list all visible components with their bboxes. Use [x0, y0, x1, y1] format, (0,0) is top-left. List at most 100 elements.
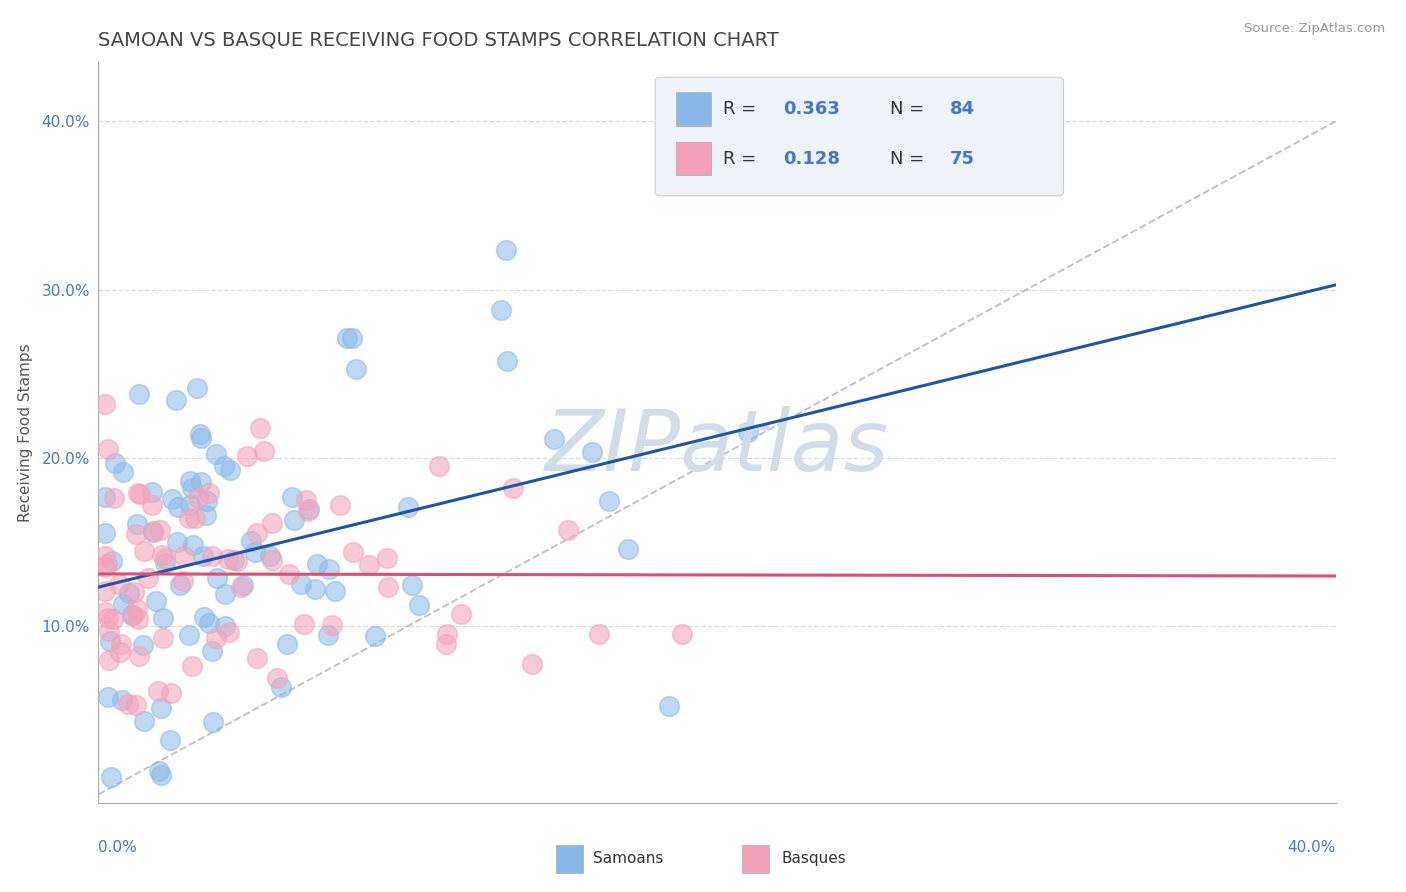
Text: Source: ZipAtlas.com: Source: ZipAtlas.com — [1244, 22, 1385, 36]
Point — [204, 631, 226, 645]
Point — [276, 637, 298, 651]
Text: 0.0%: 0.0% — [98, 840, 138, 855]
Text: 0.128: 0.128 — [783, 150, 839, 168]
Text: ZIPatlas: ZIPatlas — [546, 406, 889, 489]
Point — [111, 693, 134, 707]
Point — [246, 650, 269, 665]
Point — [236, 449, 259, 463]
Point — [121, 607, 143, 622]
Point — [344, 362, 367, 376]
Point — [117, 697, 139, 711]
Point — [179, 498, 201, 512]
Point — [294, 616, 316, 631]
Point — [141, 485, 163, 500]
Point — [281, 490, 304, 504]
Point — [318, 628, 340, 642]
Point — [150, 548, 173, 562]
Point — [401, 578, 423, 592]
Point — [198, 615, 221, 630]
Point — [100, 770, 122, 784]
FancyBboxPatch shape — [742, 845, 769, 873]
Text: N =: N = — [890, 150, 931, 168]
Point — [336, 331, 359, 345]
Text: R =: R = — [723, 150, 762, 168]
Point — [118, 586, 141, 600]
Point — [359, 558, 381, 573]
Point — [427, 458, 450, 473]
Point — [195, 494, 218, 508]
Point — [270, 680, 292, 694]
Point — [128, 387, 150, 401]
Point — [205, 571, 228, 585]
Point — [145, 593, 167, 607]
Point — [193, 610, 215, 624]
Point — [122, 585, 145, 599]
Point — [127, 602, 149, 616]
Point — [598, 494, 620, 508]
Text: Basques: Basques — [782, 851, 846, 866]
Point — [329, 499, 352, 513]
Point — [172, 574, 194, 589]
Point — [93, 605, 115, 619]
Point — [495, 244, 517, 258]
Point — [436, 627, 458, 641]
Point — [186, 381, 208, 395]
Point — [191, 549, 214, 563]
Point — [111, 465, 134, 479]
Point — [98, 653, 121, 667]
Point — [491, 302, 513, 317]
Point — [450, 607, 472, 621]
Point — [173, 549, 195, 563]
Point — [93, 397, 115, 411]
Text: 75: 75 — [949, 150, 974, 168]
Point — [198, 485, 221, 500]
Point — [205, 447, 228, 461]
Point — [142, 524, 165, 538]
Point — [342, 545, 364, 559]
Point — [93, 490, 115, 504]
Point — [101, 554, 124, 568]
FancyBboxPatch shape — [557, 845, 583, 873]
Point — [304, 582, 326, 597]
Point — [520, 657, 543, 672]
Point — [232, 578, 254, 592]
Point — [104, 456, 127, 470]
Point — [149, 523, 172, 537]
Point — [298, 501, 321, 516]
Point — [340, 331, 363, 345]
Point — [278, 566, 301, 581]
Point — [502, 481, 524, 495]
Point — [96, 557, 118, 571]
Point — [179, 510, 201, 524]
Y-axis label: Receiving Food Stamps: Receiving Food Stamps — [18, 343, 34, 522]
Text: Samoans: Samoans — [593, 851, 664, 866]
Point — [153, 556, 176, 570]
Point — [162, 491, 184, 506]
Point — [150, 700, 173, 714]
Point — [165, 392, 187, 407]
Point — [188, 427, 211, 442]
Point — [658, 698, 681, 713]
Point — [246, 526, 269, 541]
Point — [231, 580, 253, 594]
Point — [543, 432, 565, 446]
Point — [101, 612, 124, 626]
Point — [295, 492, 318, 507]
Point — [93, 560, 115, 574]
Point — [217, 552, 239, 566]
Point — [148, 764, 170, 778]
Point — [190, 431, 212, 445]
Point — [127, 517, 149, 532]
Point — [318, 562, 340, 576]
Point — [125, 698, 148, 712]
Point — [183, 511, 205, 525]
Point — [97, 442, 120, 457]
Point — [321, 618, 343, 632]
Point — [375, 551, 398, 566]
Point — [181, 659, 204, 673]
Point — [214, 587, 236, 601]
Point — [240, 533, 263, 548]
Point — [200, 644, 222, 658]
Point — [112, 597, 135, 611]
Point — [266, 671, 288, 685]
